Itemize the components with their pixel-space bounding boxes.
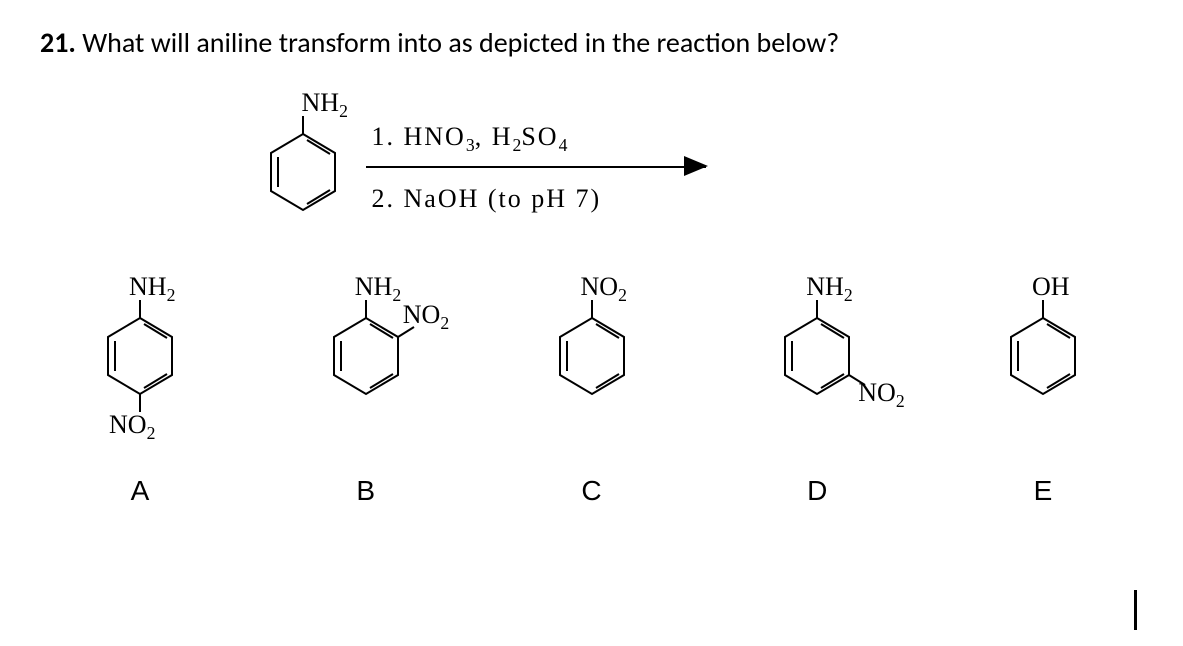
reaction-scheme: NH2 1. HNO3, H2SO4 2. NaOH (to pH 7): [92, 98, 872, 238]
choice-letter: E: [1034, 475, 1053, 507]
question-text: 21. What will aniline transform into as …: [40, 24, 1143, 62]
question-number: 21.: [40, 25, 76, 60]
choice-letter: C: [581, 475, 601, 507]
benzene-ring-icon: [537, 282, 647, 457]
answer-choice-d[interactable]: NH2NO2 D: [717, 282, 917, 507]
substituent-ortho: NO2: [403, 300, 449, 334]
choice-structure: NH2NO2: [85, 282, 195, 457]
reaction-arrow: 1. HNO3, H2SO4 2. NaOH (to pH 7): [366, 98, 706, 238]
substituent-top: OH: [1032, 272, 1070, 302]
choice-letter: D: [807, 475, 827, 507]
substituent-top: NH2: [129, 272, 175, 306]
condition-line-2: 2. NaOH (to pH 7): [372, 184, 602, 214]
choice-letter: A: [131, 475, 150, 507]
answer-choices-row: NH2NO2 ANH2NO2 BNO2 CNH2NO2: [40, 282, 1143, 507]
answer-choice-b[interactable]: NH2NO2 B: [266, 282, 466, 507]
substituent-top: NH2: [806, 272, 852, 306]
condition-line-1: 1. HNO3, H2SO4: [372, 122, 568, 156]
benzene-ring-icon: [762, 282, 872, 457]
substituent-top: NH2: [355, 272, 401, 306]
substituent-para: NO2: [109, 410, 155, 444]
arrow-head-icon: [684, 156, 708, 176]
question-body: What will aniline transform into as depi…: [82, 25, 839, 60]
answer-choice-c[interactable]: NO2 C: [492, 282, 692, 507]
choice-structure: NO2: [537, 282, 647, 457]
choice-letter: B: [356, 475, 375, 507]
substituent-meta: NO2: [858, 378, 904, 412]
substituent-top: NO2: [581, 272, 627, 306]
choice-structure: NH2NO2: [311, 282, 421, 457]
reactant-top-substituent: NH2: [302, 88, 348, 122]
choice-structure: NH2NO2: [762, 282, 872, 457]
reactant-structure: NH2: [258, 98, 348, 238]
arrow-line: [366, 166, 706, 168]
benzene-ring-icon: [988, 282, 1098, 457]
answer-choice-a[interactable]: NH2NO2 A: [40, 282, 240, 507]
choice-structure: OH: [988, 282, 1098, 457]
answer-choice-e[interactable]: OH E: [943, 282, 1143, 507]
text-cursor-icon: [1134, 590, 1137, 630]
